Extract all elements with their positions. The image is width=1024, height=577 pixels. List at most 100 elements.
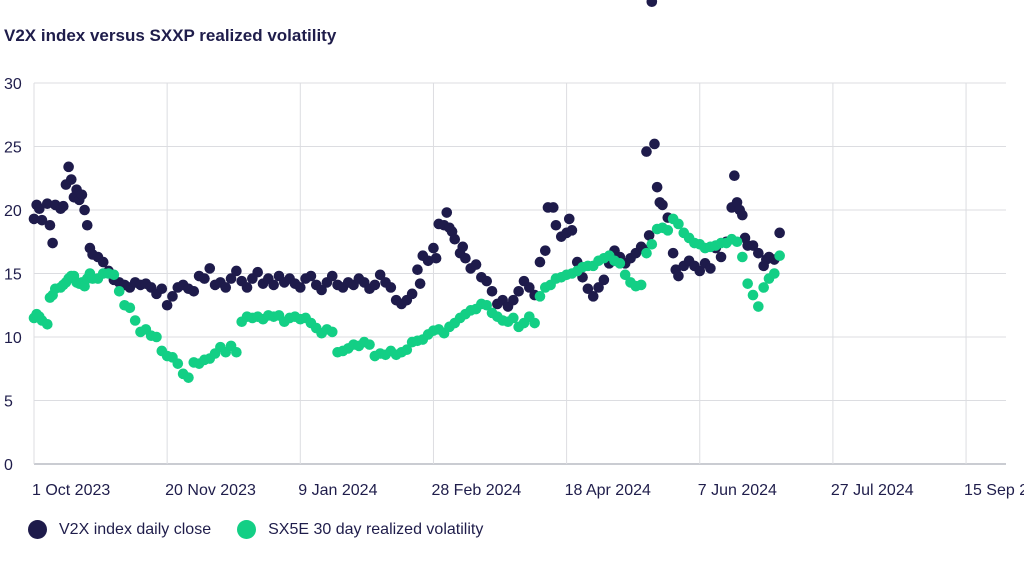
y-tick-label: 30	[4, 76, 22, 93]
data-point	[486, 285, 498, 297]
data-point	[470, 259, 482, 270]
data-point	[758, 282, 769, 293]
data-point	[534, 256, 546, 268]
y-tick-label: 0	[4, 457, 13, 474]
legend-item-sx5e: SX5E 30 day realized volatility	[237, 520, 483, 539]
data-point	[63, 161, 74, 173]
legend-swatch-sx5e	[237, 520, 257, 539]
legend-label-v2x: V2X index daily close	[59, 520, 212, 538]
x-tick-label: 28 Feb 2024	[431, 482, 521, 499]
data-point	[524, 282, 535, 293]
data-point	[441, 207, 453, 218]
data-point	[742, 278, 753, 289]
data-point	[649, 138, 660, 150]
data-point	[694, 265, 706, 277]
data-point	[643, 230, 655, 241]
data-point	[731, 236, 743, 248]
data-points	[28, 0, 785, 383]
grid-lines	[33, 82, 1006, 465]
data-point	[449, 233, 461, 245]
data-point	[295, 282, 306, 293]
data-point	[534, 291, 546, 302]
legend-swatch-v2x	[28, 520, 47, 539]
x-tick-label: 1 Oct 2023	[32, 482, 110, 499]
data-point	[364, 339, 375, 350]
data-point	[183, 372, 194, 383]
data-point	[42, 319, 53, 330]
data-point	[129, 315, 141, 326]
data-point	[34, 203, 45, 215]
data-point	[369, 279, 381, 291]
data-point	[635, 279, 647, 291]
data-point	[673, 218, 684, 230]
data-point	[715, 251, 727, 263]
data-point	[241, 282, 253, 293]
data-point	[268, 279, 279, 291]
data-point	[326, 270, 338, 282]
data-point	[231, 346, 242, 358]
data-point	[113, 285, 125, 297]
x-tick-label: 27 Jul 2024	[831, 482, 914, 499]
data-point	[204, 263, 216, 274]
data-point	[753, 247, 764, 259]
data-point	[412, 264, 423, 275]
data-point	[65, 174, 77, 185]
data-point	[641, 247, 652, 259]
data-point	[598, 274, 610, 286]
data-point	[44, 219, 56, 231]
data-point	[79, 204, 90, 216]
data-point	[326, 326, 338, 338]
data-point	[28, 213, 40, 225]
data-point	[641, 146, 652, 157]
data-point	[252, 266, 263, 278]
y-tick-label: 10	[4, 330, 22, 347]
data-point	[457, 241, 469, 253]
data-point	[225, 273, 237, 284]
data-point	[220, 282, 232, 293]
x-tick-label: 7 Jun 2024	[698, 482, 777, 499]
data-point	[124, 302, 136, 314]
data-point	[81, 219, 93, 231]
data-point	[481, 275, 493, 287]
data-point	[737, 209, 748, 221]
data-point	[316, 284, 327, 296]
data-point	[747, 240, 759, 251]
legend-item-v2x: V2X index daily close	[28, 520, 211, 539]
data-point	[414, 278, 426, 289]
data-point	[769, 268, 780, 279]
series-sx5e	[28, 213, 785, 383]
data-point	[430, 252, 442, 264]
data-point	[662, 225, 674, 236]
series-v2x	[28, 0, 785, 312]
data-point	[657, 199, 668, 211]
data-point	[422, 255, 434, 267]
data-point	[753, 301, 764, 312]
data-point	[385, 282, 397, 293]
data-point	[188, 285, 200, 297]
data-point	[667, 247, 679, 259]
data-point	[513, 285, 524, 297]
data-point	[539, 245, 551, 256]
y-axis-ticks: 0 5 10 15 20 25 30	[4, 76, 22, 474]
data-point	[529, 317, 540, 329]
y-tick-label: 5	[4, 394, 13, 411]
data-point	[76, 189, 88, 201]
data-point	[374, 269, 386, 281]
data-point	[651, 181, 663, 193]
data-point	[460, 252, 471, 264]
data-point	[747, 289, 759, 301]
data-point	[587, 291, 599, 302]
data-point	[646, 238, 658, 250]
data-point	[199, 273, 210, 284]
data-point	[172, 358, 184, 369]
data-point	[582, 283, 594, 295]
data-point	[57, 200, 69, 212]
y-tick-label: 25	[4, 140, 22, 157]
data-point	[401, 344, 413, 356]
chart-title: V2X index versus SXXP realized volatilit…	[4, 26, 337, 45]
x-tick-label: 18 Apr 2024	[565, 482, 651, 499]
data-point	[619, 269, 631, 281]
data-point	[508, 294, 519, 306]
y-tick-label: 15	[4, 267, 22, 284]
